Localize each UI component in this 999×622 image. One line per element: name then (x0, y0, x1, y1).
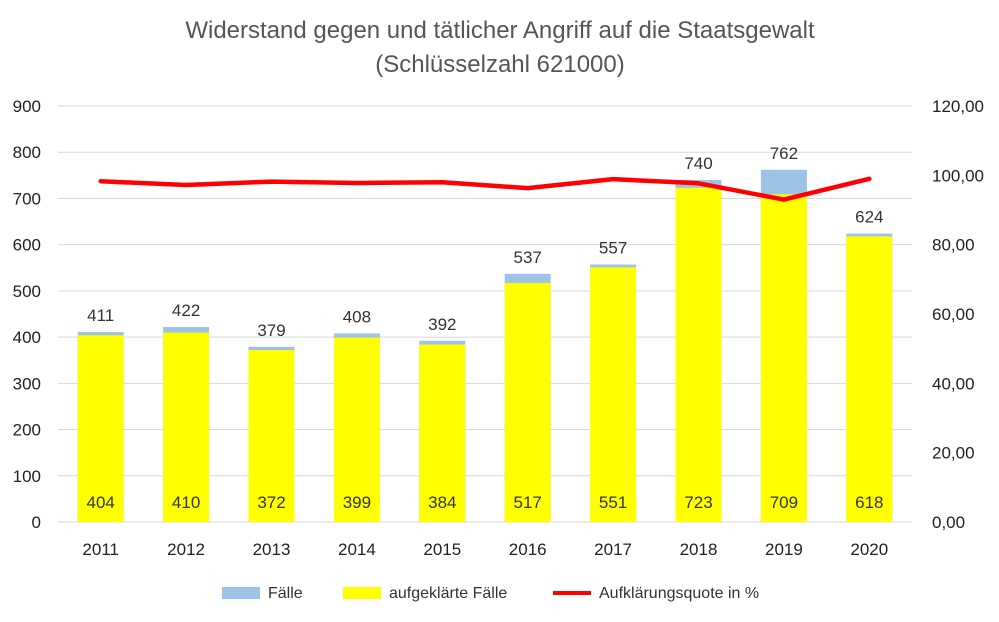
right-tick-label: 60,00 (932, 305, 975, 324)
legend-swatch-aufgeklaerte (343, 587, 381, 599)
bar-aufgeklaerte (760, 194, 807, 523)
left-tick-label: 100 (13, 467, 41, 486)
right-tick-label: 20,00 (932, 444, 975, 463)
legend-swatch-faelle (222, 587, 260, 599)
label-faelle: 740 (684, 154, 712, 173)
label-aufgeklaerte: 410 (172, 493, 200, 512)
right-tick-label: 0,00 (932, 513, 965, 532)
right-tick-label: 40,00 (932, 374, 975, 393)
left-tick-label: 800 (13, 143, 41, 162)
chart-title-line1: Widerstand gegen und tätlicher Angriff a… (185, 17, 815, 44)
x-tick-label: 2015 (423, 540, 461, 559)
label-faelle: 379 (257, 321, 285, 340)
label-faelle: 762 (770, 144, 798, 163)
label-aufgeklaerte: 372 (257, 493, 285, 512)
label-aufgeklaerte: 384 (428, 493, 456, 512)
bar-aufgeklaerte (590, 267, 637, 522)
chart-title-line2: (Schlüsselzahl 621000) (375, 51, 624, 78)
data-labels: 411 404 422 410 379 372 408 399 392 384 537 517 557 5… (87, 144, 884, 512)
x-tick-label: 2018 (680, 540, 718, 559)
right-tick-label: 80,00 (932, 236, 975, 255)
legend: Fälle aufgeklärte Fälle Aufklärungsquote… (222, 585, 759, 602)
bar-aufgeklaerte (248, 350, 295, 522)
x-tick-label: 2020 (850, 540, 888, 559)
label-faelle: 392 (428, 315, 456, 334)
bar-aufgeklaerte (419, 344, 466, 522)
bar-aufgeklaerte (77, 335, 124, 522)
bar-aufgeklaerte (675, 187, 722, 522)
rate-line (98, 176, 872, 202)
legend-label-faelle: Fälle (268, 585, 303, 602)
label-faelle: 557 (599, 239, 627, 258)
x-tick-label: 2013 (253, 540, 291, 559)
label-aufgeklaerte: 723 (684, 493, 712, 512)
label-faelle: 537 (514, 248, 542, 267)
label-faelle: 411 (87, 306, 114, 325)
legend-label-aufgeklaerte: aufgeklärte Fälle (389, 585, 507, 602)
left-tick-label: 600 (13, 236, 41, 255)
x-tick-label: 2017 (594, 540, 632, 559)
label-aufgeklaerte: 551 (599, 493, 627, 512)
x-axis-ticks: 2011 2012 2013 2014 2015 2016 2017 2018 2019 2020 (82, 540, 888, 559)
left-tick-label: 300 (13, 374, 41, 393)
left-axis-ticks: 0 100 200 300 400 500 600 700 800 900 (13, 97, 41, 532)
x-tick-label: 2011 (82, 540, 119, 559)
right-tick-label: 120,00 (932, 97, 984, 116)
x-tick-label: 2014 (338, 540, 376, 559)
right-axis-ticks: 0,00 20,00 40,00 60,00 80,00 100,00 120,00 (932, 97, 984, 532)
line-aufklaerungsquote (98, 176, 872, 202)
left-tick-label: 700 (13, 189, 41, 208)
label-aufgeklaerte: 618 (855, 493, 883, 512)
label-faelle: 624 (855, 208, 883, 227)
bar-aufgeklaerte (333, 337, 380, 522)
left-tick-label: 200 (13, 421, 41, 440)
label-aufgeklaerte: 709 (770, 493, 798, 512)
label-faelle: 408 (343, 307, 371, 326)
label-faelle: 422 (172, 301, 200, 320)
label-aufgeklaerte: 404 (87, 493, 115, 512)
bar-aufgeklaerte (846, 236, 893, 522)
left-tick-label: 400 (13, 328, 41, 347)
left-tick-label: 500 (13, 282, 41, 301)
label-aufgeklaerte: 517 (514, 493, 542, 512)
bar-aufgeklaerte (163, 332, 210, 522)
right-tick-label: 100,00 (932, 166, 984, 185)
x-tick-label: 2016 (509, 540, 547, 559)
left-tick-label: 900 (13, 97, 41, 116)
bars (77, 169, 893, 523)
legend-label-quote: Aufklärungsquote in % (599, 585, 759, 602)
x-tick-label: 2012 (167, 540, 205, 559)
x-tick-label: 2019 (765, 540, 803, 559)
bar-aufgeklaerte (504, 283, 551, 522)
label-aufgeklaerte: 399 (343, 493, 371, 512)
left-tick-label: 0 (32, 513, 41, 532)
